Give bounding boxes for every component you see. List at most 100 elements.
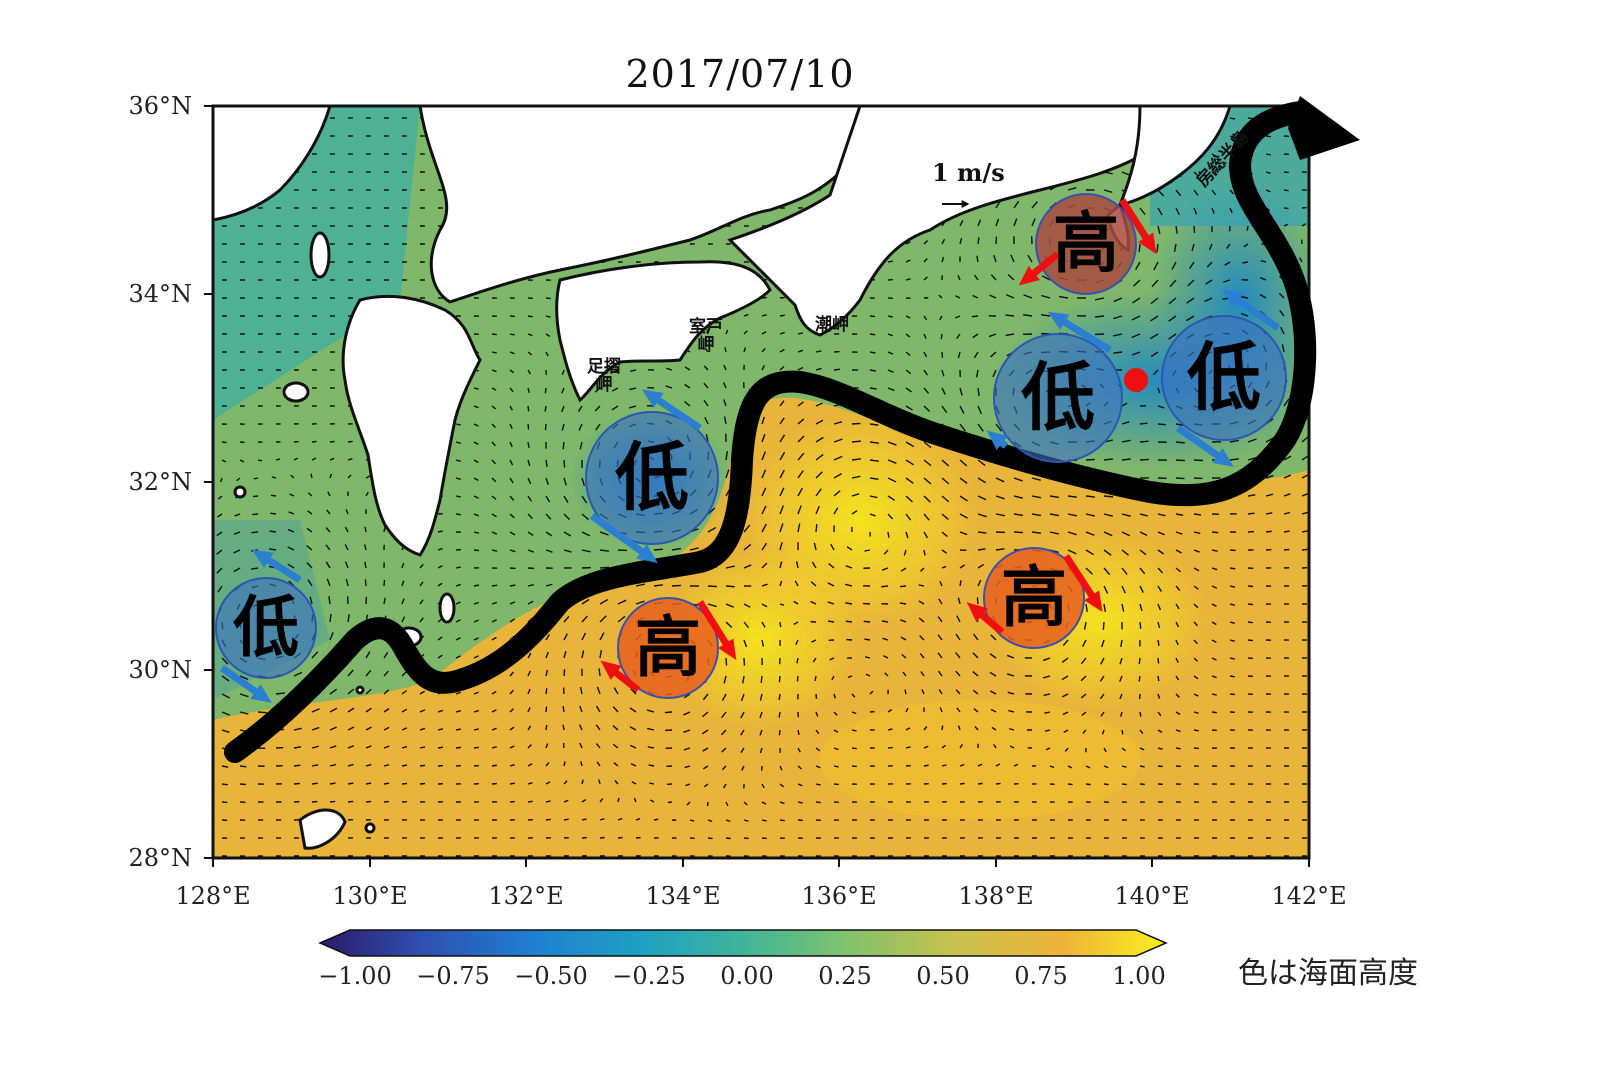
current-vector	[492, 334, 497, 335]
eddy-label-low: 低	[1012, 352, 1104, 444]
current-vector	[816, 802, 821, 803]
current-vector	[546, 707, 547, 712]
current-vector	[834, 766, 839, 767]
sea-surface-height-field	[213, 106, 1330, 858]
lon-label: 138°E	[941, 882, 1051, 910]
current-vector	[1284, 208, 1288, 209]
current-vector	[1176, 460, 1185, 461]
current-vector	[1266, 531, 1272, 532]
current-vector	[402, 765, 407, 766]
place-label-ashizuri: 足摺岬	[584, 358, 624, 394]
current-vector	[1248, 640, 1253, 641]
current-vector	[1284, 531, 1290, 532]
current-vector	[798, 802, 803, 803]
current-vector	[779, 676, 780, 682]
current-vector	[366, 801, 371, 802]
current-vector	[545, 406, 546, 412]
current-vector	[330, 801, 335, 802]
eddy-label-low: 低	[1178, 332, 1270, 424]
current-vector	[924, 765, 929, 766]
current-vector	[780, 315, 785, 316]
current-vector	[528, 316, 533, 317]
current-vector	[312, 441, 317, 442]
current-vector	[665, 712, 672, 713]
current-vector	[1176, 442, 1185, 443]
current-vector	[815, 676, 816, 681]
current-vector	[834, 369, 840, 370]
current-vector	[900, 586, 906, 587]
current-vector	[1103, 622, 1104, 630]
current-vector	[1242, 262, 1248, 263]
current-vector	[510, 783, 515, 784]
colorbar-tick-label: −0.25	[599, 962, 699, 990]
current-vector	[1086, 784, 1091, 785]
current-vector	[546, 298, 551, 299]
current-vector	[726, 586, 735, 587]
current-vector	[258, 712, 267, 713]
current-vector	[996, 783, 1001, 784]
current-vector	[1139, 244, 1140, 252]
current-vector	[253, 496, 258, 497]
current-vector	[474, 585, 479, 586]
current-vector	[492, 765, 497, 766]
current-vector	[1194, 514, 1201, 515]
lat-label: 30°N	[110, 656, 192, 684]
current-vector	[294, 765, 300, 766]
current-vector	[1140, 459, 1149, 460]
current-vector	[1158, 676, 1159, 681]
current-vector	[1158, 766, 1163, 767]
current-vector	[1248, 513, 1255, 514]
place-label-muroto: 室戸岬	[686, 318, 726, 354]
current-vector	[977, 597, 978, 604]
current-vector	[546, 688, 547, 694]
current-vector	[654, 819, 658, 820]
current-vector	[1140, 423, 1147, 424]
current-vector	[258, 460, 262, 461]
current-vector	[270, 513, 276, 514]
current-vector	[1194, 730, 1199, 731]
current-vector	[294, 783, 300, 784]
current-vector	[365, 527, 366, 532]
current-vector	[252, 532, 258, 533]
current-vector	[834, 784, 839, 785]
current-vector	[618, 798, 619, 802]
current-vector	[816, 784, 821, 785]
current-vector	[348, 441, 353, 442]
colorbar-tick-label: −0.50	[501, 962, 601, 990]
colorbar-tick-label: 0.00	[697, 962, 797, 990]
current-vector	[762, 820, 767, 821]
scale-label: 1 m/s	[932, 158, 1005, 187]
current-vector	[365, 579, 366, 586]
current-vector	[254, 478, 258, 479]
colorbar-tick-label: 0.75	[991, 962, 1091, 990]
current-vector	[942, 726, 943, 730]
current-vector	[900, 603, 906, 604]
current-vector	[492, 352, 497, 353]
current-vector	[456, 729, 461, 730]
current-vector	[726, 658, 727, 666]
lon-label: 142°E	[1254, 882, 1364, 910]
current-vector	[1266, 136, 1271, 137]
eddy-label-low: 低	[606, 432, 698, 524]
current-vector	[546, 819, 551, 820]
current-vector	[870, 334, 875, 335]
current-vector	[240, 766, 246, 767]
current-vector	[1230, 676, 1235, 677]
current-vector	[1158, 424, 1166, 425]
current-vector	[852, 730, 857, 731]
kuroshio-arrowhead	[1288, 96, 1360, 160]
current-vector	[1284, 190, 1289, 191]
current-vector	[456, 567, 461, 568]
current-vector	[222, 784, 228, 785]
eddy-label-high: 高	[628, 608, 708, 688]
current-vector	[492, 585, 497, 586]
current-vector	[828, 621, 834, 622]
current-vector	[1140, 441, 1149, 442]
current-vector	[779, 694, 780, 700]
current-vector	[1140, 766, 1145, 767]
current-vector	[563, 725, 564, 730]
current-vector	[312, 783, 318, 784]
current-vector	[510, 334, 515, 335]
current-vector	[1139, 658, 1140, 664]
